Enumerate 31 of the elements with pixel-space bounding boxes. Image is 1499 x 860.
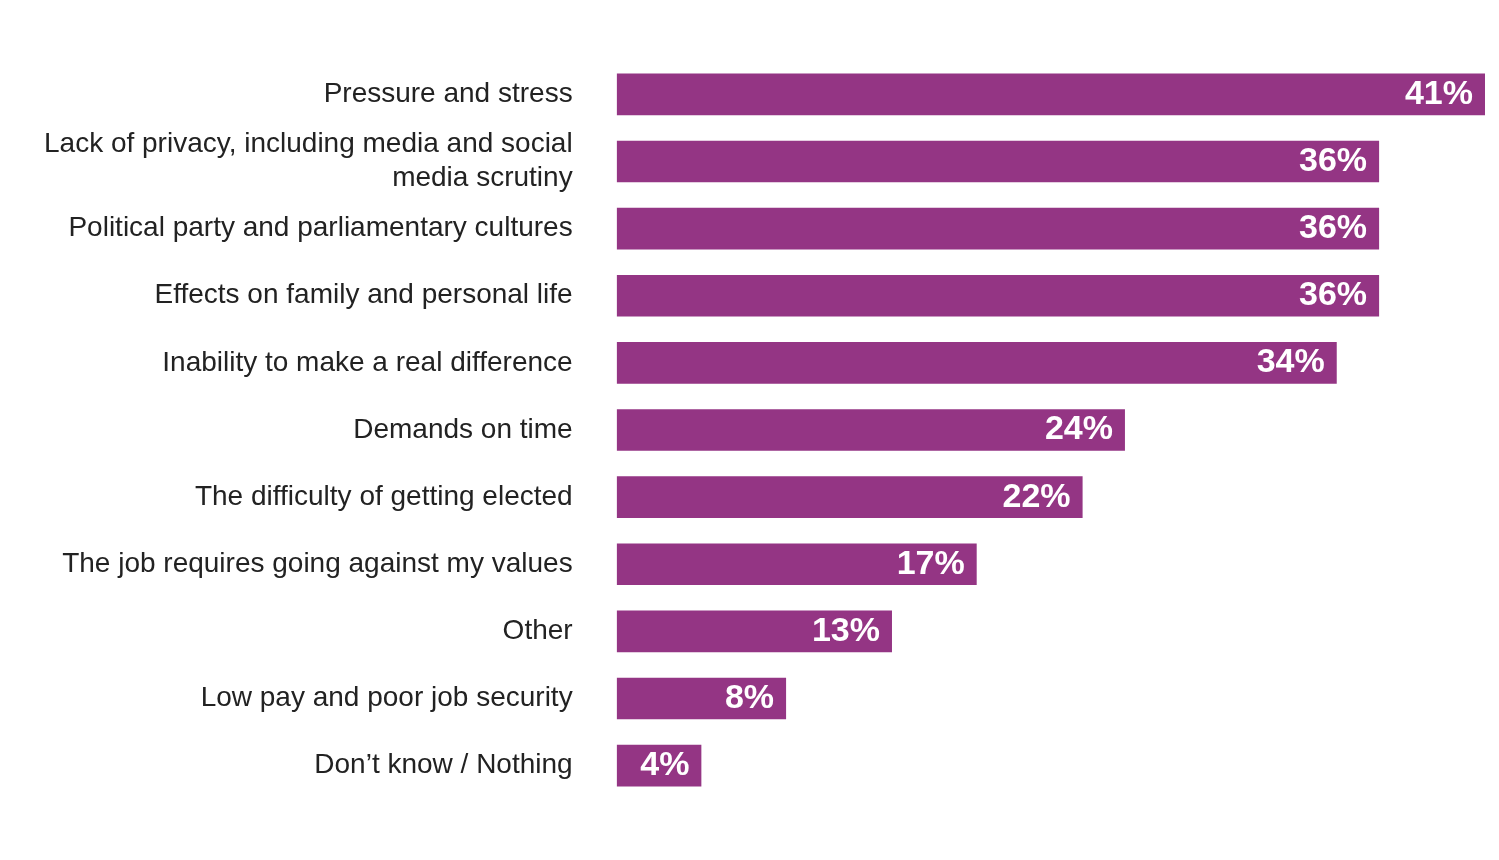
bar: [616, 207, 1380, 250]
data-label: 24%: [1044, 408, 1113, 447]
y-tick-label: Pressure and stress: [323, 77, 573, 109]
y-tick-label: Other: [502, 614, 573, 646]
bar: [616, 342, 1337, 384]
bar: [616, 543, 977, 586]
bar: [616, 274, 1380, 317]
data-label: 34%: [1256, 341, 1325, 380]
data-label: 36%: [1299, 206, 1368, 245]
y-tick-label: Inability to make a real difference: [162, 345, 573, 377]
y-tick-label: Demands on time: [353, 412, 573, 444]
y-tick-label: Don’t know / Nothing: [314, 748, 573, 780]
data-label: 36%: [1299, 139, 1368, 178]
y-tick-label: Low pay and poor job security: [200, 681, 573, 713]
y-tick-label: Lack of privacy, including media and social media scrutiny: [43, 127, 573, 193]
data-label: 8%: [724, 676, 775, 715]
y-tick-label: Effects on family and personal life: [154, 278, 573, 310]
bar: [616, 140, 1380, 183]
data-label: 41%: [1404, 72, 1473, 111]
data-label: 4%: [640, 744, 690, 783]
y-tick-label: Political party and parliamentary cultures: [68, 211, 573, 243]
data-label: 22%: [1002, 475, 1071, 514]
data-label: 13%: [811, 609, 880, 648]
y-tick-label: The difficulty of getting elected: [194, 479, 573, 511]
bar: [616, 476, 1083, 518]
bar: [616, 73, 1485, 116]
bar: [616, 409, 1125, 451]
bar: [616, 610, 892, 653]
data-label: 36%: [1299, 274, 1368, 313]
y-tick-label: The job requires going against my values: [62, 546, 573, 578]
data-label: 17%: [896, 542, 965, 581]
